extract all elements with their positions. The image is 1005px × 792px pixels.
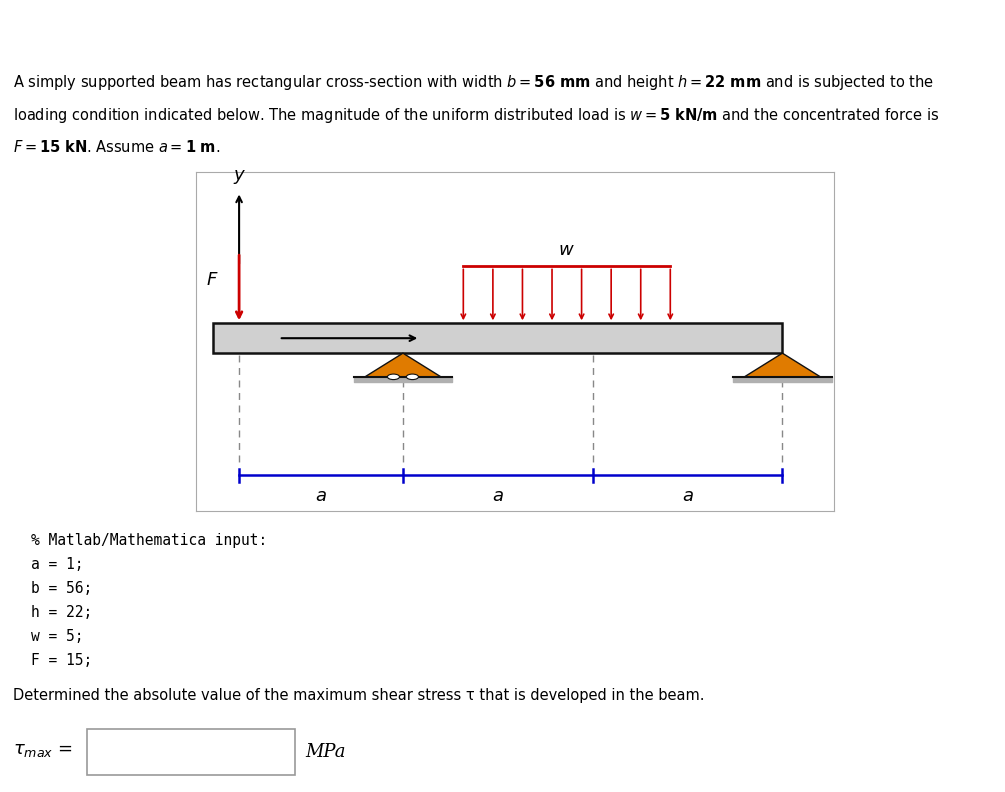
- Bar: [213, 323, 783, 353]
- Text: loading condition indicated below. The magnitude of the uniform distributed load: loading condition indicated below. The m…: [13, 106, 940, 125]
- Text: $a$: $a$: [316, 487, 327, 505]
- Polygon shape: [745, 353, 820, 377]
- Text: $\tau_{max}$ =: $\tau_{max}$ =: [13, 741, 72, 759]
- Text: % Matlab/Mathematica input:
a = 1;
b = 56;
h = 22;
w = 5;
F = 15;: % Matlab/Mathematica input: a = 1; b = 5…: [31, 533, 267, 668]
- FancyBboxPatch shape: [87, 729, 295, 775]
- Text: $F$: $F$: [206, 271, 218, 289]
- Text: MPa: MPa: [306, 743, 346, 761]
- Text: y: y: [234, 166, 244, 184]
- Circle shape: [388, 374, 400, 379]
- Text: $F = \mathbf{15}\ \mathbf{kN}$. Assume $a = \mathbf{1}\ \mathbf{m}$.: $F = \mathbf{15}\ \mathbf{kN}$. Assume $…: [13, 139, 220, 155]
- Text: $a$: $a$: [681, 487, 693, 505]
- Text: HW10.1. Simply Supported Beam - Maximum Shear Stress: HW10.1. Simply Supported Beam - Maximum …: [13, 21, 675, 40]
- Text: Determined the absolute value of the maximum shear stress τ that is developed in: Determined the absolute value of the max…: [13, 688, 705, 703]
- Text: $a$: $a$: [491, 487, 504, 505]
- Polygon shape: [365, 353, 441, 377]
- Text: $w$: $w$: [559, 241, 575, 258]
- Text: A simply supported beam has rectangular cross-section with width $b = \mathbf{56: A simply supported beam has rectangular …: [13, 74, 934, 93]
- Text: $x$: $x$: [429, 329, 441, 347]
- Circle shape: [406, 374, 418, 379]
